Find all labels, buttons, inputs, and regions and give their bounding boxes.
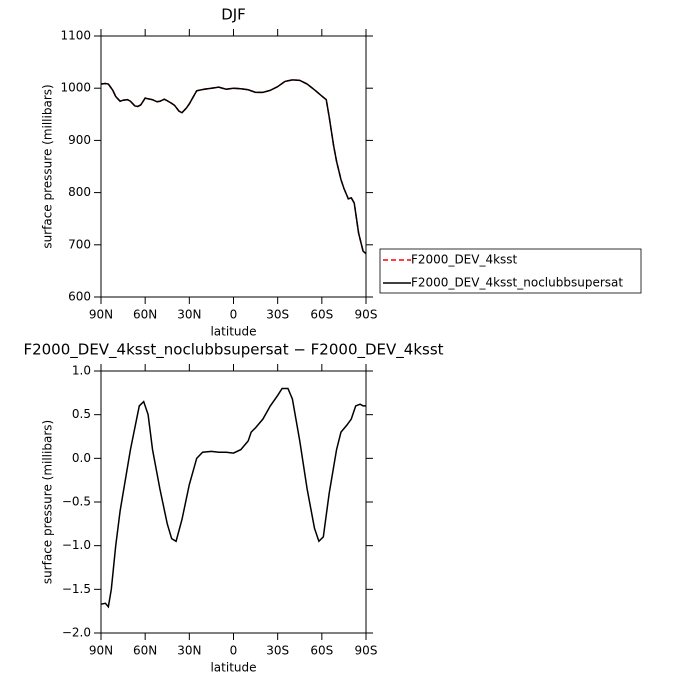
y-tick-label: 1000 bbox=[60, 81, 91, 95]
y-tick-label: 600 bbox=[68, 290, 91, 304]
x-tick-label: 30N bbox=[177, 308, 201, 322]
legend-label: F2000_DEV_4ksst_noclubbsupersat bbox=[411, 276, 623, 290]
x-tick-label: 30N bbox=[177, 644, 201, 658]
y-tick-label: 1100 bbox=[60, 29, 91, 43]
y-tick-label: 1.0 bbox=[72, 364, 91, 378]
x-tick-label: 90N bbox=[89, 644, 113, 658]
x-tick-label: 60S bbox=[310, 308, 333, 322]
x-tick-label: 60N bbox=[133, 308, 157, 322]
y-tick-label: 900 bbox=[68, 133, 91, 147]
chart-title: F2000_DEV_4ksst_noclubbsupersat − F2000_… bbox=[23, 341, 443, 360]
x-tick-label: 90N bbox=[89, 308, 113, 322]
y-tick-label: −1.5 bbox=[62, 582, 91, 596]
y-tick-label: 700 bbox=[68, 237, 91, 251]
y-tick-label: −0.5 bbox=[62, 495, 91, 509]
x-axis-label: latitude bbox=[210, 325, 256, 339]
series-line bbox=[100, 79, 367, 255]
y-axis-label: surface pressure (millibars) bbox=[41, 84, 55, 248]
plot-frame bbox=[100, 370, 367, 634]
y-axis-label: surface pressure (millibars) bbox=[41, 420, 55, 584]
x-axis-label: latitude bbox=[210, 661, 256, 675]
chart-title: DJF bbox=[221, 6, 246, 24]
x-tick-label: 30S bbox=[266, 308, 289, 322]
y-tick-label: −2.0 bbox=[62, 626, 91, 640]
y-tick-label: 0.5 bbox=[72, 407, 91, 421]
plot-frame bbox=[100, 35, 367, 298]
y-tick-label: 0.0 bbox=[72, 451, 91, 465]
x-tick-label: 90S bbox=[355, 644, 378, 658]
y-tick-label: −1.0 bbox=[62, 538, 91, 552]
x-tick-label: 30S bbox=[266, 644, 289, 658]
x-tick-label: 90S bbox=[355, 308, 378, 322]
x-tick-label: 60N bbox=[133, 644, 157, 658]
x-tick-label: 60S bbox=[310, 644, 333, 658]
series-line bbox=[100, 387, 366, 609]
legend-label: F2000_DEV_4ksst bbox=[411, 253, 518, 267]
x-tick-label: 0 bbox=[230, 644, 238, 658]
legend-box bbox=[379, 248, 642, 294]
series-line bbox=[100, 79, 367, 255]
x-tick-label: 0 bbox=[230, 308, 238, 322]
y-tick-label: 800 bbox=[68, 185, 91, 199]
